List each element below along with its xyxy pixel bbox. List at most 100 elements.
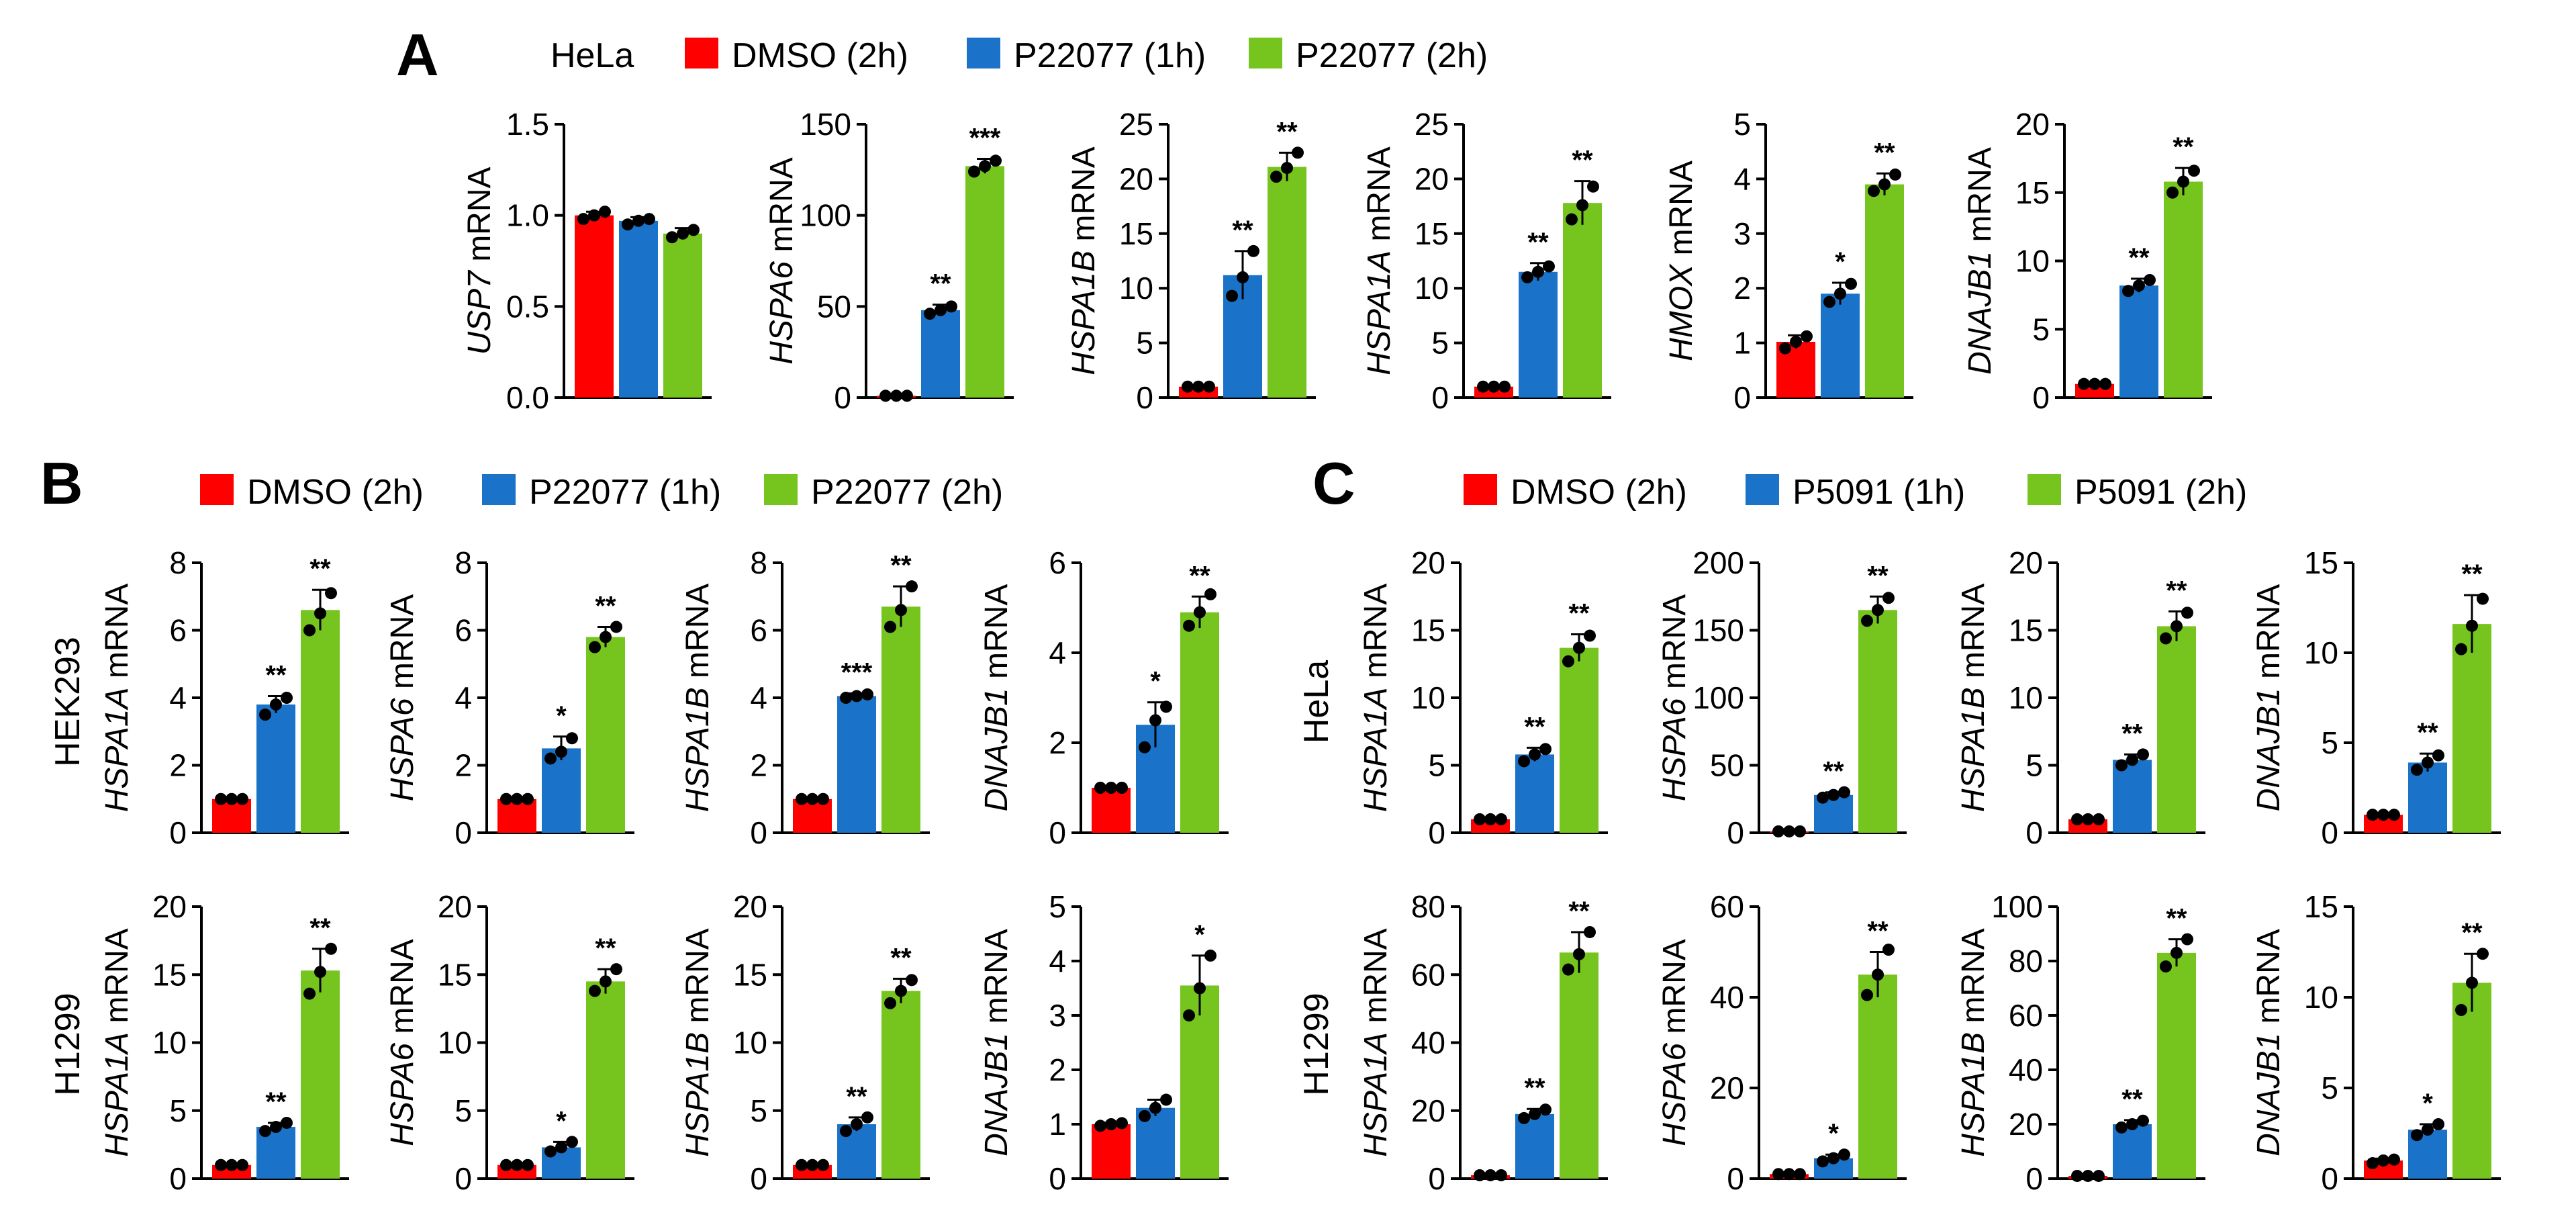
chart-a-hspa1b-point-1 <box>1237 271 1249 283</box>
chart-b-h1299-hspa6-point-0 <box>511 1158 523 1171</box>
chart-c-hela-hspa1a-point-1 <box>1529 748 1541 761</box>
chart-b-hek293-hspa1a-tick-label: 2 <box>169 748 187 783</box>
chart-c-hela-hspa1b-point-0 <box>2071 813 2083 825</box>
chart-c-hela-hspa1a-tick-label: 5 <box>1428 748 1445 783</box>
chart-b-h1299-hspa1a-point-0 <box>215 1158 227 1171</box>
chart-a-dnajb1-point-2 <box>2177 175 2189 188</box>
chart-c-h1299-hspa1b-ylabel: HSPA1B mRNA <box>1956 928 1991 1157</box>
chart-c-hela-dnajb1-tick-label: 10 <box>2304 635 2338 670</box>
chart-c-hela-dnajb1-point-0 <box>2388 809 2400 821</box>
chart-c-h1299-hspa6-point-1 <box>1827 1152 1840 1165</box>
chart-c-h1299-hspa1a-point-2 <box>1562 963 1574 976</box>
chart-b-h1299-hspa6-point-0 <box>522 1158 534 1171</box>
chart-c-h1299-dnajb1-tick-label: 15 <box>2304 889 2338 924</box>
chart-c-hela-hspa1b-point-2 <box>2170 620 2183 633</box>
chart-c-h1299-hspa1b-tick-label: 40 <box>2009 1052 2043 1087</box>
chart-b-h1299-hspa1a-bar-2 <box>301 970 340 1179</box>
chart-b-hek293-dnajb1-point-1 <box>1160 700 1172 713</box>
chart-b-hek293-hspa1b-point-2 <box>884 621 896 633</box>
chart-b-hek293-hspa6-point-1 <box>555 745 567 758</box>
chart-c-hela-hspa1a-point-2 <box>1562 655 1574 668</box>
chart-c-hela-dnajb1-point-0 <box>2367 809 2379 821</box>
chart-b-h1299-dnajb1-tick-label: 3 <box>1049 998 1066 1033</box>
chart-b-h1299-hspa1b-tick-label: 10 <box>733 1025 767 1060</box>
chart-b-hek293-hspa1b-ylabel: HSPA1B mRNA <box>680 584 716 813</box>
chart-c-h1299-hspa1a-bar-1 <box>1515 1113 1554 1179</box>
chart-b-hek293-hspa1b-tick-label: 0 <box>750 815 767 850</box>
chart-c-h1299-hspa6-point-0 <box>1772 1168 1784 1181</box>
chart-b-hek293-hspa6-point-2 <box>589 641 601 653</box>
chart-b-hek293-hspa1b-point-1 <box>840 692 852 704</box>
chart-b-hek293-hspa1a-tick-label: 6 <box>169 613 187 648</box>
panel-c-legend-label-2h: P5091 (2h) <box>2074 473 2247 512</box>
chart-b-hek293-dnajb1-point-2 <box>1194 606 1206 619</box>
chart-a-hspa6-point-2 <box>968 165 980 178</box>
chart-c-h1299-dnajb1-tick-label: 10 <box>2304 980 2338 1015</box>
chart-b-h1299-hspa6-point-2 <box>589 985 601 997</box>
chart-c-hela-hspa1b-point-1 <box>2137 748 2149 761</box>
chart-c-hela-dnajb1-point-1 <box>2411 764 2423 776</box>
chart-a-hspa6-point-0 <box>901 390 913 402</box>
chart-b-h1299-hspa1b: 0 5 10 15 20 HSPA1B mRNA ** ** <box>680 889 930 1196</box>
chart-a-hspa1b-point-2 <box>1281 162 1293 175</box>
chart-b-hek293-hspa1a-tick-label: 0 <box>169 815 187 850</box>
chart-a-dnajb1: 0 5 10 15 20 DNAJB1 mRNA ** ** <box>1962 107 2212 415</box>
chart-b-hek293-hspa6-point-0 <box>511 792 523 805</box>
chart-a-hspa1b-tick-label: 20 <box>1119 161 1153 196</box>
chart-b-hek293-hspa6-point-1 <box>566 732 578 745</box>
chart-b-h1299-hspa1b-significance-1: ** <box>846 1082 867 1111</box>
chart-b-hek293-dnajb1-bar-0 <box>1092 788 1131 833</box>
chart-a-hmox-significance-1: * <box>1835 247 1846 277</box>
chart-c-hela-hspa1b-tick-label: 0 <box>2025 815 2043 850</box>
chart-c-hela-dnajb1-significance-2: ** <box>2461 559 2483 589</box>
chart-b-hek293-hspa1a-point-0 <box>215 792 227 805</box>
chart-c-hela-hspa1b-tick-label: 5 <box>2025 748 2043 783</box>
chart-a-hspa6-significance-2: *** <box>969 124 1001 153</box>
chart-c-hela-hspa1b-point-1 <box>2115 759 2128 772</box>
chart-c-h1299-hspa1a-tick-label: 80 <box>1411 889 1445 924</box>
chart-a-hmox-tick-label: 0 <box>1733 380 1751 415</box>
panel-b-legend-swatch-2h <box>764 474 798 505</box>
panel-letter-b: B <box>40 450 83 516</box>
chart-c-hela-hspa1b: 0 5 10 15 20 HSPA1B mRNA ** ** <box>1956 545 2205 850</box>
chart-c-hela-hspa1b-ylabel: HSPA1B mRNA <box>1956 584 1991 813</box>
chart-b-h1299-hspa1b-point-1 <box>851 1118 863 1130</box>
chart-b-h1299-hspa1b-point-2 <box>884 997 896 1009</box>
chart-a-hspa1b: 0 5 10 15 20 25 HSPA1B mRNA ** ** <box>1066 107 1316 415</box>
chart-b-hek293-dnajb1-point-2 <box>1183 619 1195 632</box>
chart-c-h1299-hspa1a-significance-1: ** <box>1524 1073 1545 1103</box>
panel-b-legend-label-2h: P22077 (2h) <box>811 473 1003 512</box>
panel-c-legend-swatch-1h <box>1746 474 1779 505</box>
chart-c-h1299-dnajb1-significance-2: ** <box>2461 918 2483 948</box>
panel-a-legend-label-dmso: DMSO (2h) <box>732 36 908 75</box>
chart-b-h1299-dnajb1-point-0 <box>1105 1118 1117 1130</box>
chart-a-hmox-tick-label: 2 <box>1733 271 1751 306</box>
chart-c-hela-hspa1b-point-0 <box>2093 813 2105 825</box>
chart-c-h1299-hspa1b-bar-2 <box>2157 952 2196 1179</box>
chart-a-hspa1b-bar-2 <box>1268 167 1306 398</box>
chart-c-h1299-hspa1a-bar-2 <box>1560 952 1599 1179</box>
chart-b-hek293-dnajb1-point-1 <box>1149 714 1161 727</box>
chart-b-hek293-hspa1b-tick-label: 2 <box>750 748 767 783</box>
chart-b-hek293-hspa1a-point-0 <box>226 792 238 805</box>
chart-b-h1299-hspa1a-tick-label: 15 <box>152 957 187 992</box>
chart-a-hspa1b-ylabel: HSPA1B mRNA <box>1066 146 1102 375</box>
chart-c-h1299-dnajb1-point-1 <box>2432 1118 2444 1130</box>
chart-c-h1299-dnajb1-point-0 <box>2388 1153 2400 1166</box>
chart-a-usp7-point-2 <box>687 224 700 236</box>
panel-c-row-label-h1299: H1299 <box>1297 993 1336 1095</box>
chart-c-hela-hspa6-significance-2: ** <box>1867 561 1889 590</box>
chart-a-dnajb1-tick-label: 10 <box>2015 244 2050 279</box>
chart-a-hspa6-point-0 <box>890 390 902 402</box>
chart-a-hmox-tick-label: 3 <box>1733 216 1751 251</box>
chart-c-h1299-dnajb1-tick-label: 5 <box>2321 1070 2338 1105</box>
chart-c-hela-dnajb1: 0 5 10 15 DNAJB1 mRNA ** ** <box>2251 545 2501 850</box>
chart-a-hspa1a-tick-label: 0 <box>1431 380 1449 415</box>
chart-a-hspa1a-point-2 <box>1587 180 1599 193</box>
chart-b-hek293-dnajb1-point-2 <box>1204 588 1217 600</box>
chart-b-h1299-hspa1b-point-0 <box>806 1158 818 1171</box>
chart-b-h1299-dnajb1-ylabel: DNAJB1 mRNA <box>979 929 1014 1156</box>
chart-a-dnajb1-tick-label: 20 <box>2015 107 2050 142</box>
